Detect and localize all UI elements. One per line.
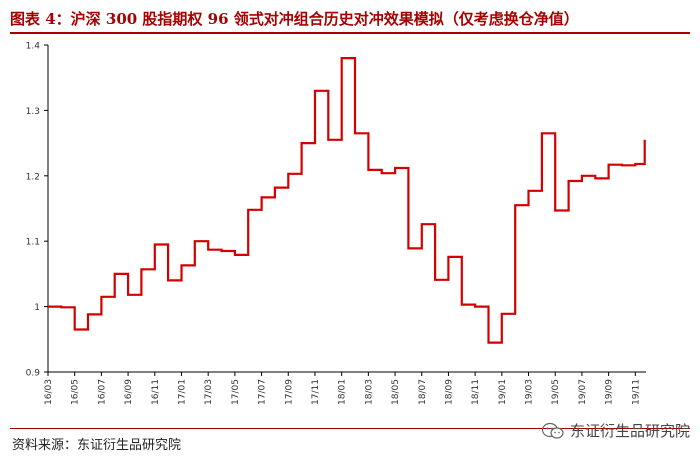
x-tick-label: 16/05 — [71, 379, 81, 405]
wechat-icon — [541, 422, 564, 439]
chart-axes: 0.9 1 1.1 1.2 1.3 1.4 16/03 16/05 16/07 16/09 16/1… — [26, 42, 646, 405]
x-tick-label: 17/03 — [204, 379, 214, 405]
x-tick-label: 19/01 — [498, 379, 508, 405]
source-note: 资料来源：东证衍生品研究院 — [12, 438, 182, 453]
chart-marks — [48, 57, 646, 344]
x-tick-label: 19/11 — [631, 379, 641, 405]
x-tick-label: 17/11 — [311, 379, 321, 405]
y-tick-label: 1 — [34, 303, 40, 313]
y-tick-label: 1.2 — [26, 172, 40, 182]
series-line — [48, 57, 646, 344]
x-tick-label: 16/09 — [124, 379, 134, 405]
x-tick-label: 16/03 — [44, 379, 54, 405]
x-tick-label: 18/07 — [418, 379, 428, 405]
x-tick-label: 18/05 — [391, 379, 401, 405]
footer-divider — [10, 428, 690, 429]
x-tick-label: 18/11 — [471, 379, 481, 405]
x-tick-label: 19/07 — [578, 379, 588, 405]
x-tick-label: 17/01 — [177, 379, 187, 405]
watermark: 东证衍生品研究院 — [541, 420, 690, 441]
x-tick-label: 18/03 — [364, 379, 374, 405]
y-tick-label: 0.9 — [26, 369, 41, 379]
x-tick-label: 19/09 — [605, 379, 615, 405]
x-tick-label: 18/09 — [444, 379, 454, 405]
title-bar: 图表 4：沪深 300 股指期权 96 领式对冲组合历史对冲效果模拟（仅考虑换仓… — [10, 6, 690, 34]
x-tick-label: 16/07 — [97, 379, 107, 405]
y-tick-label: 1.1 — [26, 238, 40, 248]
x-tick-label: 19/03 — [525, 379, 535, 405]
x-tick-label: 17/09 — [284, 379, 294, 405]
x-tick-label: 17/05 — [231, 379, 241, 405]
chart-title: 图表 4：沪深 300 股指期权 96 领式对冲组合历史对冲效果模拟（仅考虑换仓… — [10, 10, 579, 28]
x-tick-label: 16/11 — [151, 379, 161, 405]
y-tick-label: 1.4 — [26, 42, 41, 52]
y-tick-label: 1.3 — [26, 107, 40, 117]
x-tick-label: 17/07 — [258, 379, 268, 405]
watermark-text: 东证衍生品研究院 — [569, 422, 690, 440]
x-tick-label: 18/01 — [338, 379, 348, 405]
x-tick-label: 19/05 — [551, 379, 561, 405]
